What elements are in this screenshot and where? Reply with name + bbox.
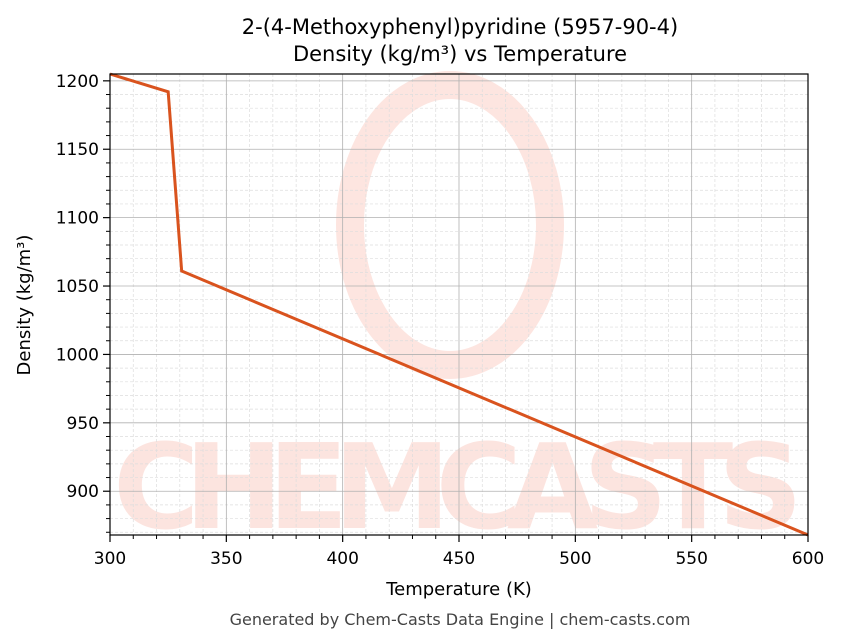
x-tick-label: 300 (94, 549, 126, 569)
x-tick-label: 500 (559, 549, 591, 569)
watermark-text: CHEMCASTS (113, 418, 803, 556)
x-tick-label: 600 (792, 549, 824, 569)
chart-title: 2-(4-Methoxyphenyl)pyridine (5957-90-4) (242, 15, 678, 39)
y-tick-label: 1100 (56, 209, 99, 229)
x-axis-label: Temperature (K) (385, 579, 532, 600)
watermark: CHEMCASTS (113, 71, 803, 556)
y-tick-label: 1150 (56, 140, 99, 160)
y-tick-label: 1200 (56, 72, 99, 92)
y-tick-label: 1050 (56, 277, 99, 297)
x-tick-label: 450 (443, 549, 475, 569)
chart-subtitle: Density (kg/m³) vs Temperature (293, 42, 627, 66)
y-tick-label: 900 (67, 482, 99, 502)
series-line-density (109, 72, 809, 537)
y-axis-label: Density (kg/m³) (14, 235, 35, 376)
x-tick-label: 350 (210, 549, 242, 569)
x-tick-label: 400 (326, 549, 358, 569)
plot-frame (109, 73, 809, 536)
y-tick-label: 950 (67, 414, 99, 434)
y-tick-label: 1000 (56, 345, 99, 365)
x-tick-label: 550 (675, 549, 707, 569)
footer-text: Generated by Chem-Casts Data Engine | ch… (230, 610, 691, 629)
